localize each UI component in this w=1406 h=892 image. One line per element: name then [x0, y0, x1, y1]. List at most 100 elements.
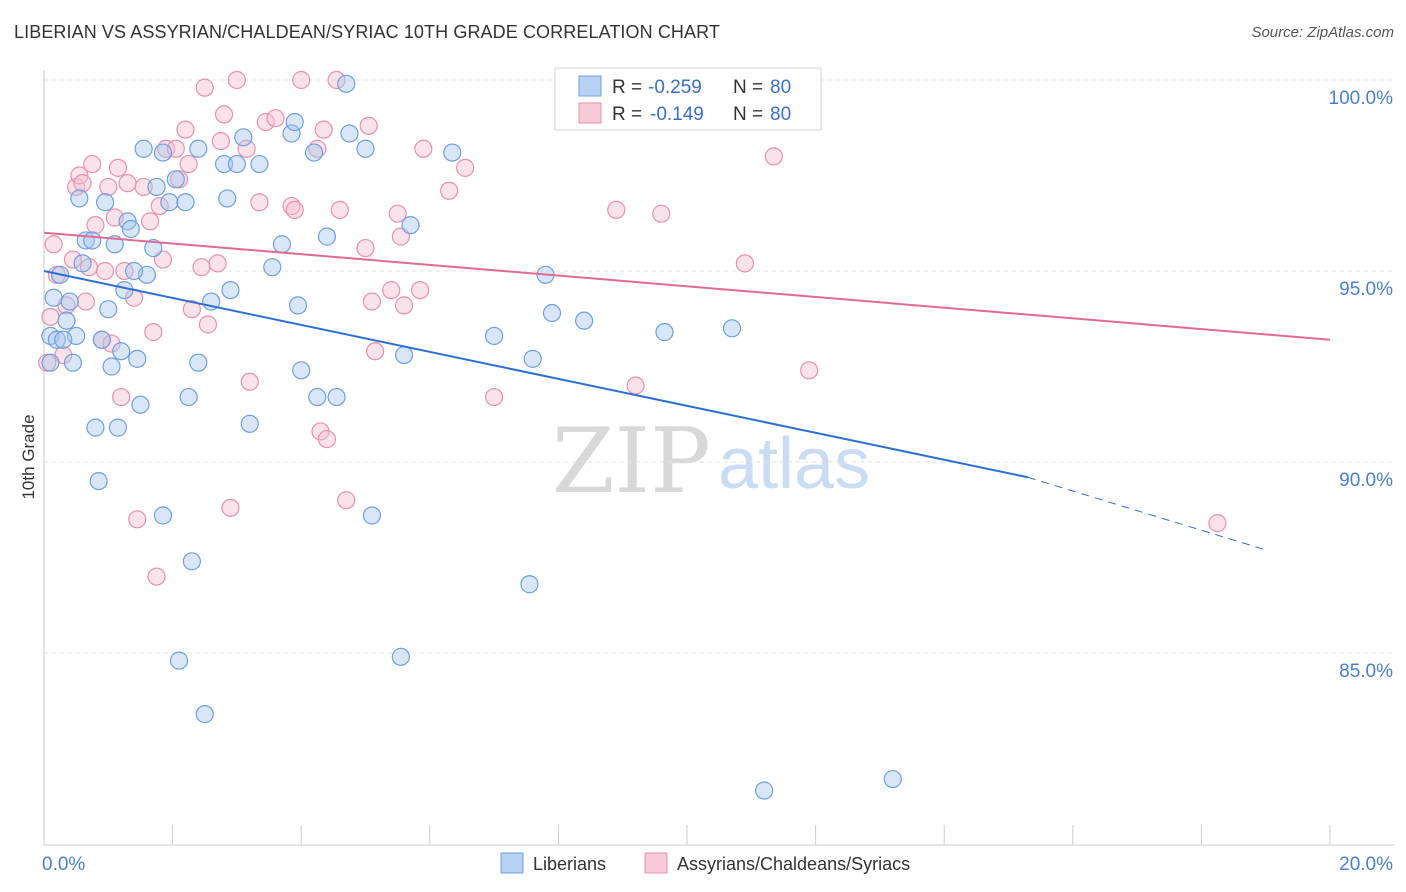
liberians-point	[189, 353, 208, 372]
liberians-trend-line	[43, 270, 1028, 479]
liberians-point	[272, 235, 292, 254]
liberians-point	[755, 781, 774, 800]
y-tick-labels: 85.0% 90.0% 95.0% 100.0%	[1329, 88, 1394, 682]
assyrians-point	[147, 567, 166, 586]
liberians-point	[182, 552, 201, 571]
bottom-legend-swatch-liberians	[500, 852, 524, 874]
assyrians-point	[266, 109, 285, 128]
liberians-point	[542, 303, 562, 323]
assyrians-point	[362, 292, 382, 311]
assyrians-point	[76, 292, 95, 311]
assyrians-point	[198, 315, 218, 334]
liberians-point	[128, 349, 147, 368]
liberians-point	[179, 387, 198, 407]
liberians-point	[485, 326, 504, 346]
assyrians-point	[227, 70, 246, 90]
legend-n-label-2: N =	[733, 104, 763, 125]
liberians-point	[63, 353, 83, 372]
assyrians-point	[607, 200, 626, 219]
y-tick-label: 95.0%	[1339, 279, 1393, 300]
liberians-point	[195, 705, 214, 724]
assyrians-point	[208, 254, 227, 273]
assyrians-point	[366, 342, 385, 361]
assyrians-point	[382, 281, 401, 300]
assyrians-point	[1208, 514, 1227, 533]
assyrians-point	[327, 70, 346, 90]
assyrians-point	[144, 323, 163, 342]
liberians-point	[263, 258, 282, 277]
liberians-point	[292, 361, 311, 380]
assyrians-point	[414, 139, 433, 158]
assyrians-trend-line	[43, 231, 1331, 341]
assyrians-point	[735, 254, 754, 273]
liberians-point	[523, 349, 542, 368]
assyrians-point	[411, 281, 430, 300]
series-liberians-points	[41, 74, 902, 800]
legend-n-value-1: 80	[770, 77, 791, 98]
liberians-point	[41, 353, 60, 372]
liberians-point	[131, 395, 150, 414]
assyrians-point	[221, 498, 240, 517]
legend-r-value-2: -0.149	[650, 104, 704, 125]
liberians-point	[883, 769, 902, 789]
assyrians-point	[240, 372, 259, 391]
liberians-point	[169, 651, 189, 670]
gridlines	[44, 79, 1394, 654]
x-tick-label-min: 0.0%	[42, 854, 85, 875]
assyrians-point	[800, 361, 819, 380]
chart-source: Source: ZipAtlas.com	[1251, 24, 1394, 41]
liberians-point	[234, 128, 253, 147]
liberians-point	[401, 216, 420, 235]
correlation-legend: R = -0.259 N = 80 R = -0.149 N = 80	[554, 67, 822, 131]
bottom-legend-label-liberians: Liberians	[533, 854, 606, 874]
assyrians-point	[112, 387, 131, 407]
liberians-point	[221, 281, 240, 300]
liberians-point	[214, 154, 234, 174]
assyrians-point	[150, 196, 169, 216]
assyrians-point	[439, 181, 459, 200]
liberians-point	[144, 238, 163, 258]
liberians-point	[95, 193, 115, 212]
assyrians-point	[485, 387, 504, 407]
liberians-point	[73, 254, 92, 273]
assyrians-point	[176, 120, 195, 139]
liberians-point	[124, 261, 144, 281]
assyrians-point	[73, 174, 92, 193]
bottom-legend-swatch-assyrians	[644, 852, 668, 874]
liberians-point	[227, 154, 246, 174]
assyrians-point	[250, 193, 269, 212]
assyrians-point	[626, 376, 645, 395]
liberians-point	[70, 189, 89, 208]
assyrians-point	[388, 204, 407, 223]
assyrians-point	[99, 177, 118, 197]
assyrians-point	[337, 491, 356, 510]
legend-r-label-2: R =	[612, 104, 642, 125]
assyrians-point	[764, 147, 783, 166]
assyrians-point	[314, 120, 333, 139]
assyrians-point	[118, 174, 137, 193]
assyrians-point	[41, 307, 60, 326]
liberians-point	[362, 506, 382, 525]
liberians-point	[99, 300, 118, 319]
legend-swatch-liberians	[578, 75, 602, 97]
liberians-point	[394, 345, 414, 365]
liberians-point	[134, 139, 153, 158]
liberians-point	[54, 330, 73, 349]
assyrians-point	[134, 177, 153, 197]
assyrians-point	[256, 112, 275, 132]
liberians-point	[153, 143, 173, 162]
liberians-point	[250, 154, 269, 174]
assyrians-point	[140, 212, 160, 231]
assyrians-point	[95, 261, 115, 281]
x-tick-label-max: 20.0%	[1339, 854, 1393, 875]
assyrians-point	[292, 70, 311, 90]
assyrians-point	[456, 158, 475, 177]
assyrians-point	[195, 78, 214, 97]
assyrians-point	[311, 422, 330, 441]
assyrians-point	[63, 250, 83, 269]
chart-title: LIBERIAN VS ASSYRIAN/CHALDEAN/SYRIAC 10T…	[14, 22, 721, 42]
assyrians-point	[356, 238, 375, 258]
liberians-point	[108, 418, 128, 437]
y-tick-label: 100.0%	[1329, 88, 1394, 109]
liberians-point	[86, 418, 105, 437]
